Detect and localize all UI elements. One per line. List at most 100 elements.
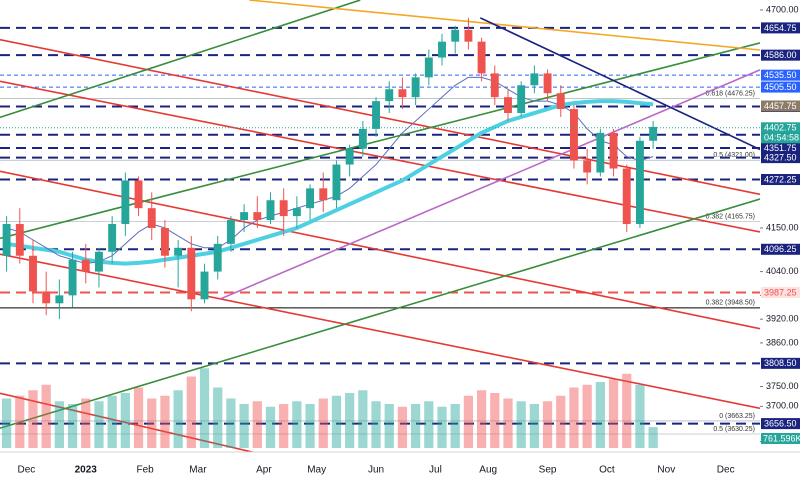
- level-label: 3656.50: [764, 418, 797, 428]
- level-label-box: [761, 152, 800, 164]
- candle-body: [2, 224, 11, 256]
- candle-body: [649, 126, 658, 141]
- candle-body: [279, 200, 288, 217]
- volume-bar: [450, 404, 460, 448]
- volume-bar: [463, 395, 474, 448]
- x-tick-label: Mar: [189, 465, 207, 476]
- candle-body: [504, 97, 512, 114]
- countdown-box: [761, 133, 800, 144]
- volume-bar: [239, 404, 249, 448]
- volume-bar: [437, 406, 447, 448]
- candle-body: [306, 188, 315, 209]
- volume-bar: [595, 382, 605, 448]
- level-label: 4654.75: [764, 23, 797, 33]
- candle-body: [385, 89, 394, 102]
- candle-body: [332, 164, 341, 201]
- candle-body: [609, 132, 618, 169]
- volume-bar: [226, 398, 236, 448]
- y-tick-label: 4150.00: [766, 222, 799, 232]
- candle-body: [596, 132, 605, 173]
- candle-body: [68, 259, 77, 296]
- trend-line: [479, 17, 760, 151]
- volume-bar: [107, 395, 117, 448]
- level-label-box: [761, 243, 800, 255]
- candle-body: [517, 85, 526, 114]
- volume-bar: [503, 398, 513, 448]
- candle-body: [200, 271, 209, 300]
- volume-bar: [411, 404, 421, 448]
- candle-body: [253, 212, 262, 221]
- x-tick-label: Dec: [717, 465, 735, 476]
- volume-bar: [490, 393, 500, 448]
- volume-bar: [94, 401, 104, 448]
- volume-bar: [371, 401, 381, 448]
- candle-body: [424, 57, 433, 78]
- volume-bar: [160, 395, 170, 448]
- volume-bar: [28, 390, 38, 448]
- trend-line: [0, 0, 361, 119]
- level-label: 3987.25: [764, 287, 797, 297]
- candle-body: [543, 73, 552, 94]
- price-axis: 4700.004150.004040.003980.003920.003860.…: [760, 4, 800, 446]
- level-label-box: [761, 69, 800, 81]
- x-tick-label: Jul: [429, 465, 442, 476]
- candle-body: [240, 212, 249, 221]
- y-tick-label: 4700.00: [766, 4, 799, 14]
- x-tick-label: Dec: [17, 465, 35, 476]
- x-tick-label: Aug: [479, 465, 497, 476]
- y-tick-label: 4040.00: [766, 266, 799, 276]
- fib-label: 0.618 (4476.25): [706, 91, 755, 98]
- trend-line: [0, 253, 760, 410]
- y-tick-label: 3750.00: [766, 381, 799, 391]
- volume-bar: [213, 387, 223, 448]
- volume-bar: [569, 387, 579, 448]
- candle-body: [372, 101, 380, 129]
- volume-bar: [622, 373, 632, 448]
- candle-body: [121, 180, 130, 225]
- candle-body: [42, 291, 51, 304]
- level-label-box: [761, 357, 800, 369]
- x-tick-label: Nov: [657, 465, 675, 476]
- candle-body: [15, 224, 24, 256]
- x-tick-label: 2023: [75, 465, 98, 476]
- candle-body: [266, 200, 275, 221]
- volume-bar: [120, 393, 130, 448]
- candle-body: [187, 247, 196, 300]
- moving-average: [6, 99, 654, 266]
- ma-label: 4457.75: [764, 101, 797, 111]
- volume-bar: [81, 398, 91, 448]
- candle-body: [319, 188, 328, 201]
- last-price-label-box: [761, 122, 800, 134]
- level-label: 4351.75: [764, 143, 797, 153]
- candle-body: [556, 93, 565, 110]
- plot-area: 0.618 (4476.25) 0.5 (4321.00) 0.382 (4165.…: [0, 0, 760, 452]
- x-tick-label: Feb: [137, 465, 155, 476]
- candle-body: [570, 109, 578, 161]
- candle-body: [490, 73, 499, 98]
- volume-bar: [358, 390, 368, 448]
- candle-body: [635, 140, 644, 225]
- volume-bar: [252, 401, 262, 448]
- volume-bar: [265, 406, 276, 448]
- volume-bar: [305, 404, 315, 448]
- fib-label: 0.5 (4321.00): [713, 152, 755, 159]
- candle-body: [358, 128, 367, 149]
- volume-bar: [476, 390, 487, 448]
- x-tick-label: Oct: [599, 465, 615, 476]
- volume-bar: [529, 404, 539, 448]
- level-label-box: [761, 22, 800, 34]
- volume-bar: [147, 398, 157, 448]
- candle-body: [108, 224, 117, 252]
- candle-body: [438, 41, 446, 58]
- candle-body: [345, 148, 354, 165]
- candle-body: [174, 247, 183, 256]
- volume-bar: [331, 395, 342, 448]
- ma-label-box: [761, 100, 800, 112]
- volume-bar: [608, 379, 619, 448]
- volume-bar: [424, 401, 434, 448]
- volume-bar: [318, 398, 328, 448]
- level-label-box: [761, 142, 800, 154]
- level-label: 4272.25: [764, 174, 797, 184]
